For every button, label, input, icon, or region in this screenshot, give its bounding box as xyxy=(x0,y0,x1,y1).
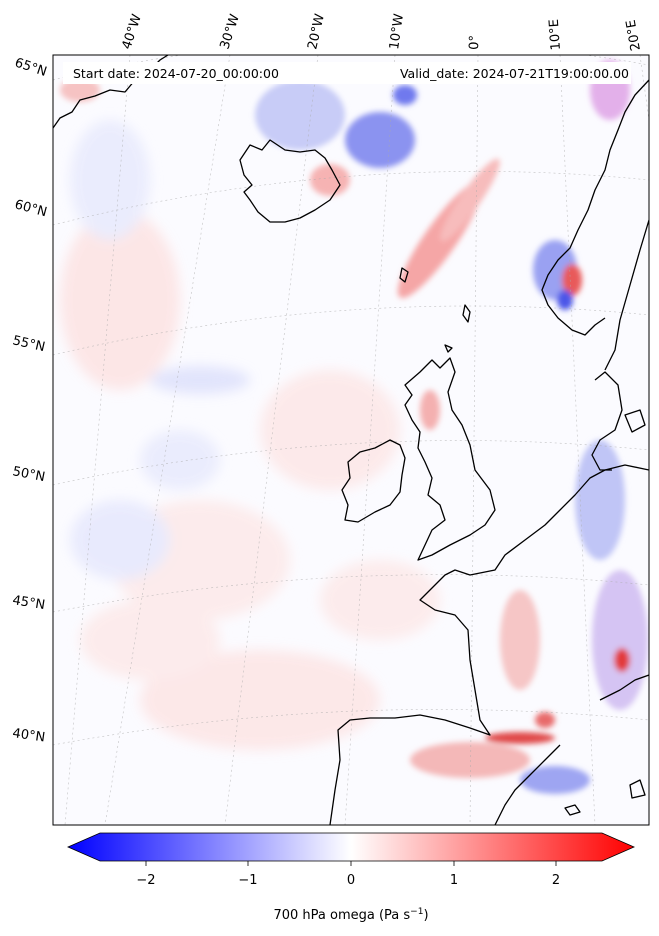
colorbar-tick-label: −2 xyxy=(136,873,155,888)
longitude-labels: 40°W 30°W 20°W 10°W 0° 10°E 20°E xyxy=(120,12,644,52)
lat-label-65n: 65°N xyxy=(13,56,49,80)
valid-date: Valid_date: 2024-07-21T19:00:00.00 xyxy=(400,66,629,81)
lat-label-40n: 40°N xyxy=(11,726,46,745)
lon-label-20w: 20°W xyxy=(305,12,328,50)
graticule xyxy=(53,55,649,825)
colorbar-label: 700 hPa omega (Pa s−1) xyxy=(273,907,428,923)
colorbar-tick-label: −1 xyxy=(238,873,257,888)
lat-label-50n: 50°N xyxy=(11,464,46,485)
lon-label-30w: 30°W xyxy=(218,12,243,51)
lat-label-60n: 60°N xyxy=(13,197,49,220)
lat-label-45n: 45°N xyxy=(11,593,46,613)
latitude-labels: 65°N 60°N 55°N 50°N 45°N 40°N xyxy=(11,56,48,746)
start-date: Start date: 2024-07-20_00:00:00 xyxy=(73,66,279,81)
continent-coast xyxy=(329,464,649,825)
colorbar-tick-label: 2 xyxy=(552,873,560,888)
coastlines xyxy=(53,55,649,825)
norway-outline xyxy=(541,79,649,336)
lon-label-10e: 10°E xyxy=(547,19,564,51)
colorbar-tick-label: 1 xyxy=(450,873,458,888)
colorbar-ticks xyxy=(145,861,557,866)
colorbar-tick-label: 0 xyxy=(347,873,355,888)
great-britain-outline xyxy=(404,357,496,561)
omega-field xyxy=(53,55,649,825)
iceland-outline xyxy=(239,139,341,223)
map-frame xyxy=(52,54,650,826)
map-panel: Start date: 2024-07-20_00:00:00 Valid_da… xyxy=(52,54,650,826)
lon-label-0: 0° xyxy=(467,35,483,50)
colorbar: −2 −1 0 1 2 700 hPa omega (Pa s−1) xyxy=(67,832,635,923)
lon-label-20e: 20°E xyxy=(624,19,644,52)
ireland-outline xyxy=(341,439,406,523)
header-box xyxy=(63,62,631,84)
lon-label-40w: 40°W xyxy=(120,12,145,51)
lon-label-10w: 10°W xyxy=(387,13,407,51)
colorbar-bar xyxy=(67,832,635,862)
lat-label-55n: 55°N xyxy=(11,333,46,355)
